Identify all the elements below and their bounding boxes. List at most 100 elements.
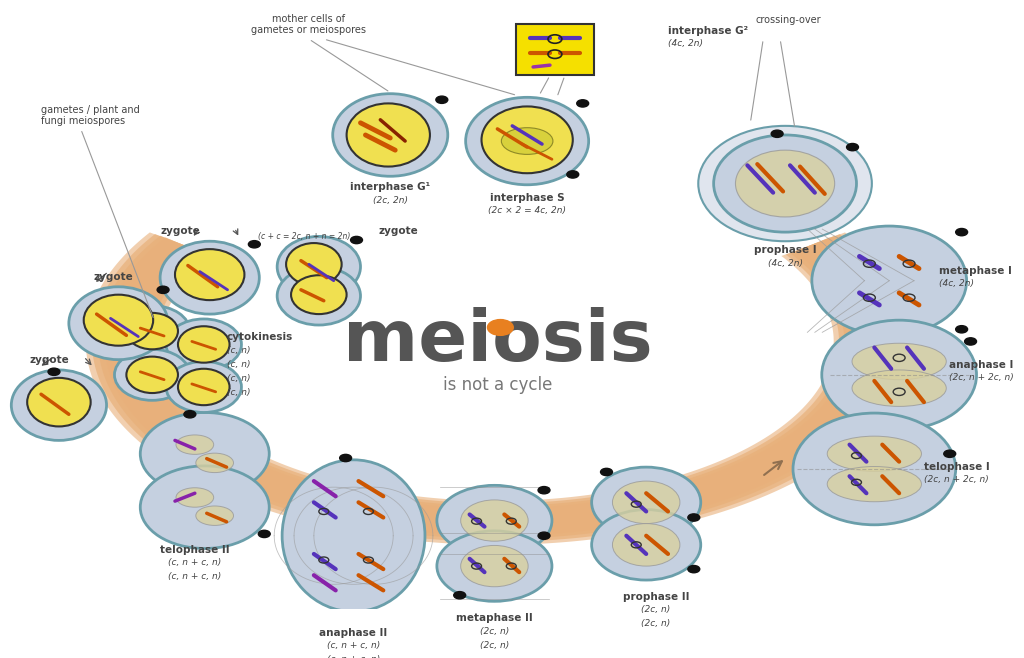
Text: (c, n): (c, n) [226,360,250,368]
Circle shape [955,326,968,333]
Circle shape [600,468,612,476]
Text: anaphase I: anaphase I [949,360,1013,370]
Text: prophase II: prophase II [623,592,689,601]
Text: interphase S: interphase S [489,193,564,203]
Circle shape [436,96,447,103]
Circle shape [340,610,351,617]
Text: (2c, n): (2c, n) [641,619,671,628]
Text: is not a cycle: is not a cycle [442,376,552,394]
Text: zygote: zygote [160,226,200,236]
Circle shape [965,338,977,345]
Circle shape [538,532,550,540]
Text: (2c, n + 2c, n): (2c, n + 2c, n) [949,373,1014,382]
Text: zygote: zygote [93,272,133,282]
Ellipse shape [714,135,856,232]
Circle shape [487,320,513,336]
Text: gametes / plant and
fungi meiospores: gametes / plant and fungi meiospores [41,105,140,126]
Ellipse shape [346,103,430,166]
Ellipse shape [286,243,342,286]
Text: mother cells of
gametes or meiospores: mother cells of gametes or meiospores [252,14,367,35]
Ellipse shape [793,413,955,525]
Ellipse shape [461,545,528,587]
Text: meiosis: meiosis [343,307,652,376]
Text: interphase G²: interphase G² [668,26,749,36]
Ellipse shape [178,326,229,363]
Ellipse shape [437,531,552,601]
Ellipse shape [333,93,447,176]
Ellipse shape [827,467,922,502]
Circle shape [350,236,362,243]
Circle shape [955,228,968,236]
Ellipse shape [166,319,242,370]
Ellipse shape [592,510,700,580]
Ellipse shape [140,466,269,549]
Text: (2c, 2n): (2c, 2n) [373,195,408,205]
Ellipse shape [140,413,269,495]
Ellipse shape [502,128,553,155]
Text: (4c, 2n): (4c, 2n) [668,39,703,48]
Polygon shape [104,238,891,536]
Text: cytokinesis: cytokinesis [226,332,293,342]
Ellipse shape [115,349,189,400]
Ellipse shape [698,126,871,241]
Text: metaphase II: metaphase II [456,613,532,624]
Ellipse shape [735,150,835,217]
Text: (c, n + c, n): (c, n + c, n) [327,642,380,650]
Ellipse shape [126,357,178,393]
Text: telophase II: telophase II [160,545,229,555]
Text: prophase I: prophase I [754,245,816,255]
Ellipse shape [176,435,214,455]
Ellipse shape [481,107,572,173]
Circle shape [340,455,351,462]
Ellipse shape [827,436,922,471]
Text: (c, n): (c, n) [226,374,250,382]
Circle shape [577,100,589,107]
Polygon shape [98,236,897,539]
Circle shape [454,592,466,599]
Text: (2c, n): (2c, n) [480,627,509,636]
Ellipse shape [175,249,245,300]
Text: (c, n + c, n): (c, n + c, n) [327,655,380,658]
Circle shape [48,368,60,376]
Text: metaphase I: metaphase I [939,266,1012,276]
Ellipse shape [466,97,589,185]
Circle shape [538,486,550,494]
Ellipse shape [852,370,946,407]
Text: zygote: zygote [29,355,69,365]
Text: (c + c = 2c, n + n = 2n): (c + c = 2c, n + n = 2n) [258,232,350,241]
Ellipse shape [28,378,91,426]
Ellipse shape [178,368,229,405]
Polygon shape [92,234,903,542]
Ellipse shape [822,320,977,430]
Text: (c, n): (c, n) [226,388,250,397]
Text: (c, n): (c, n) [226,345,250,355]
Ellipse shape [160,241,259,314]
Text: meiosis: meiosis [343,307,652,376]
Circle shape [771,130,783,138]
Text: interphase G¹: interphase G¹ [350,182,430,192]
Text: (c, n + c, n): (c, n + c, n) [168,558,221,567]
Circle shape [847,143,858,151]
Ellipse shape [84,295,154,345]
Ellipse shape [166,361,242,413]
Ellipse shape [612,481,680,524]
FancyBboxPatch shape [516,24,594,76]
Text: (2c × 2 = 4c, 2n): (2c × 2 = 4c, 2n) [488,206,566,215]
Text: (2c, n): (2c, n) [641,605,671,614]
Text: (c, n + c, n): (c, n + c, n) [168,572,221,581]
Ellipse shape [812,226,967,336]
Ellipse shape [852,343,946,380]
Circle shape [258,530,270,538]
Ellipse shape [11,370,106,440]
Circle shape [249,241,260,248]
Ellipse shape [278,236,360,297]
Ellipse shape [283,460,425,612]
Text: zygote: zygote [378,226,418,236]
Ellipse shape [126,313,178,349]
Ellipse shape [437,486,552,556]
Circle shape [184,411,196,418]
Text: telophase I: telophase I [924,462,989,472]
Text: (4c, 2n): (4c, 2n) [939,279,974,288]
Circle shape [688,565,699,572]
Ellipse shape [69,287,168,360]
